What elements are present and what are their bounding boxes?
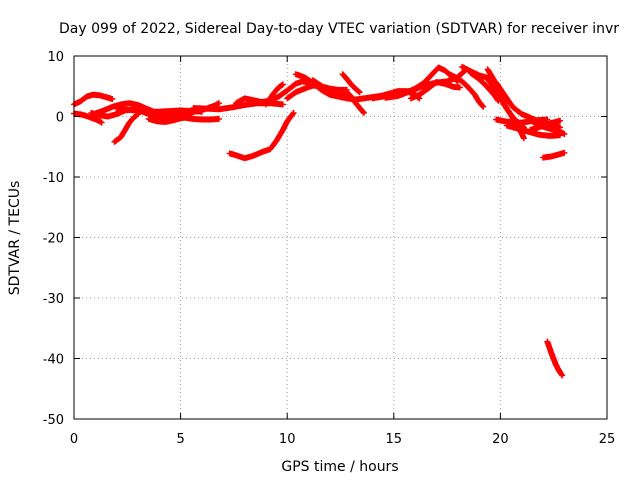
series-track-20 bbox=[446, 71, 487, 110]
series-markers bbox=[544, 338, 566, 379]
series-markers bbox=[111, 111, 141, 145]
x-tick-label: 0 bbox=[70, 432, 78, 447]
y-tick-label: -20 bbox=[43, 232, 64, 247]
series-markers bbox=[339, 88, 367, 116]
series-markers bbox=[113, 105, 205, 115]
series-track-30 bbox=[540, 149, 568, 161]
axis-ticks: 0 5 10 15 20 25 -50 -40 -30 -20 -10 0 10 bbox=[43, 50, 616, 447]
x-tick-label: 15 bbox=[386, 432, 403, 447]
series-markers bbox=[527, 117, 564, 133]
series-markers bbox=[226, 109, 297, 162]
series-track-16 bbox=[339, 71, 363, 96]
series-track-22 bbox=[467, 69, 502, 104]
y-tick-label: -10 bbox=[43, 171, 64, 186]
series-track-07 bbox=[145, 113, 195, 125]
y-tick-label: -40 bbox=[43, 353, 64, 368]
series-markers bbox=[339, 71, 363, 96]
series-markers bbox=[309, 77, 355, 101]
series-markers bbox=[467, 69, 502, 104]
data-series bbox=[71, 63, 568, 379]
y-axis-label: SDTVAR / TECUs bbox=[7, 181, 23, 296]
series-markers bbox=[446, 71, 487, 110]
y-tick-label: -50 bbox=[43, 413, 64, 428]
series-track-19 bbox=[407, 79, 463, 102]
series-markers bbox=[71, 91, 116, 108]
x-tick-label: 5 bbox=[176, 432, 184, 447]
y-tick-label: -30 bbox=[43, 292, 64, 307]
series-track-31 bbox=[544, 338, 566, 379]
series-track-14 bbox=[309, 77, 355, 101]
series-markers bbox=[145, 113, 195, 125]
series-track-10 bbox=[262, 81, 286, 108]
x-axis-label: GPS time / hours bbox=[281, 459, 398, 475]
x-tick-label: 25 bbox=[599, 432, 616, 447]
chart-title: Day 099 of 2022, Sidereal Day-to-day VTE… bbox=[59, 21, 619, 37]
series-track-15 bbox=[339, 88, 367, 116]
y-tick-label: 10 bbox=[47, 50, 64, 65]
y-tick-label: 0 bbox=[56, 111, 64, 126]
series-track-29 bbox=[527, 117, 564, 133]
series-track-01 bbox=[71, 91, 116, 108]
series-markers bbox=[407, 79, 463, 102]
series-track-11 bbox=[226, 109, 297, 162]
series-markers bbox=[540, 149, 568, 161]
x-tick-label: 10 bbox=[279, 432, 296, 447]
series-track-05 bbox=[111, 111, 141, 145]
series-track-06 bbox=[113, 105, 205, 115]
x-tick-label: 20 bbox=[492, 432, 509, 447]
